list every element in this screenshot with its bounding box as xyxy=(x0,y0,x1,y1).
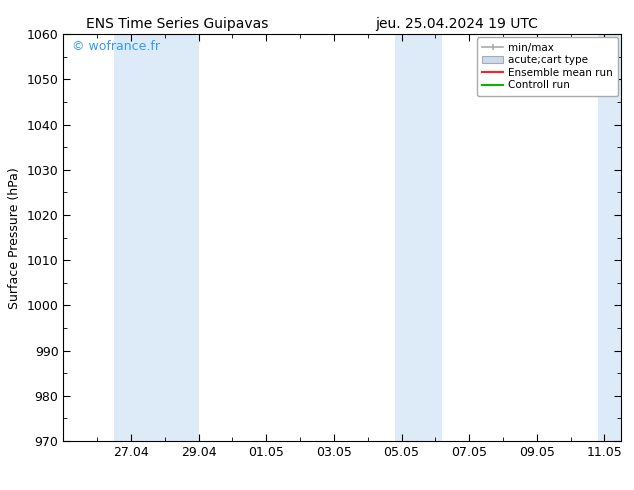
Legend: min/max, acute;cart type, Ensemble mean run, Controll run: min/max, acute;cart type, Ensemble mean … xyxy=(477,37,618,96)
Bar xyxy=(148,34,198,441)
Y-axis label: Surface Pressure (hPa): Surface Pressure (hPa) xyxy=(8,167,21,309)
Bar xyxy=(418,34,442,441)
Bar xyxy=(114,34,148,441)
Bar xyxy=(395,34,418,441)
Text: jeu. 25.04.2024 19 UTC: jeu. 25.04.2024 19 UTC xyxy=(375,17,538,31)
Text: © wofrance.fr: © wofrance.fr xyxy=(72,40,160,53)
Bar xyxy=(598,34,621,441)
Text: ENS Time Series Guipavas: ENS Time Series Guipavas xyxy=(86,17,269,31)
